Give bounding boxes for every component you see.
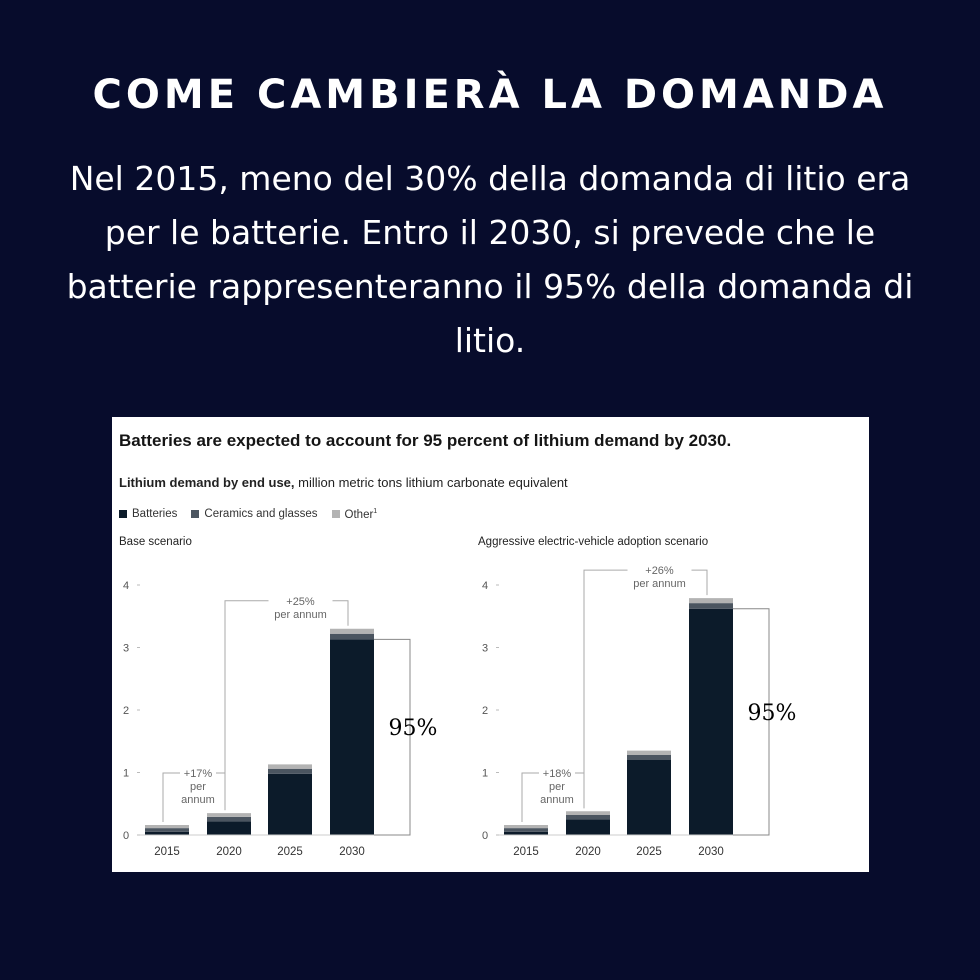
growth-label: per	[549, 781, 565, 793]
bar-other-2020	[566, 811, 610, 815]
legend-swatch	[119, 510, 127, 519]
growth-label: per annum	[633, 578, 686, 590]
legend-label: Batteries	[132, 508, 178, 521]
x-tick-label: 2030	[339, 846, 365, 858]
bar-ceramics-and-glasses-2020	[207, 816, 251, 822]
bar-batteries-2015	[504, 831, 548, 835]
growth-label: annum	[540, 794, 574, 806]
growth-label: +25%	[286, 596, 315, 608]
x-tick-label: 2015	[154, 846, 180, 858]
bar-ceramics-and-glasses-2025	[627, 755, 671, 760]
x-tick-label: 2025	[277, 846, 303, 858]
bar-other-2015	[504, 825, 548, 829]
bar-other-2030	[330, 628, 374, 634]
y-tick-label: 4	[123, 580, 129, 592]
x-tick-label: 2030	[698, 846, 724, 858]
bar-batteries-2015	[145, 831, 189, 835]
x-tick-label: 2015	[513, 846, 539, 858]
bar-ceramics-and-glasses-2030	[689, 603, 733, 609]
intro-text: Nel 2015, meno del 30% della domanda di …	[66, 159, 914, 360]
y-tick-label: 2	[482, 705, 488, 717]
x-tick-label: 2020	[216, 846, 242, 858]
y-tick-label: 3	[482, 643, 488, 655]
annotation-mask	[539, 765, 575, 809]
share-bracket	[733, 608, 770, 836]
legend-item-other: Other1	[331, 508, 378, 521]
y-tick-label: 1	[482, 768, 488, 780]
bar-other-2015	[145, 825, 189, 829]
annotation-mask	[268, 590, 333, 621]
y-tick-label: 4	[482, 580, 488, 592]
bar-batteries-2020	[207, 821, 251, 835]
bar-ceramics-and-glasses-2030	[330, 633, 374, 640]
bar-batteries-2025	[268, 773, 312, 835]
bar-ceramics-and-glasses-2020	[566, 815, 610, 820]
y-tick-label: 0	[482, 830, 488, 842]
growth-label: +26%	[645, 565, 674, 577]
y-tick-label: 3	[123, 643, 129, 655]
legend-label: Ceramics and glasses	[204, 508, 318, 521]
growth-label: +17%	[184, 768, 213, 780]
legend: Batteries Ceramics and glasses Other1	[119, 508, 377, 521]
y-tick-label: 1	[123, 768, 129, 780]
legend-swatch	[191, 510, 200, 519]
bar-batteries-2030	[689, 608, 733, 835]
chart-card-title: Batteries are expected to account for 95…	[119, 431, 732, 450]
share-label: 95%	[389, 716, 438, 741]
legend-label: Other1	[344, 508, 378, 521]
bar-ceramics-and-glasses-2015	[504, 828, 548, 832]
legend-item-ceramics: Ceramics and glasses	[191, 508, 318, 521]
panel-title-aggressive: Aggressive electric-vehicle adoption sce…	[478, 536, 709, 548]
panel-title-base: Base scenario	[119, 536, 192, 548]
share-bracket	[374, 638, 411, 836]
growth-label: +18%	[543, 768, 572, 780]
growth-label: per	[190, 781, 206, 793]
bar-other-2025	[268, 764, 312, 769]
legend-swatch	[331, 510, 340, 519]
subtitle-rest: million metric tons lithium carbonate eq…	[294, 475, 568, 490]
x-tick-label: 2020	[575, 846, 601, 858]
growth-label: per annum	[274, 609, 327, 621]
bar-batteries-2020	[566, 819, 610, 835]
bar-other-2030	[689, 598, 733, 604]
bar-batteries-2025	[627, 760, 671, 835]
bar-other-2025	[627, 750, 671, 755]
bar-other-2020	[207, 813, 251, 817]
y-tick-label: 2	[123, 705, 129, 717]
x-tick-label: 2025	[636, 846, 662, 858]
annotation-mask	[180, 765, 216, 809]
growth-label: annum	[181, 794, 215, 806]
bar-batteries-2030	[330, 639, 374, 835]
share-label: 95%	[748, 701, 797, 726]
bar-ceramics-and-glasses-2015	[145, 828, 189, 832]
chart-card-subtitle: Lithium demand by end use, million metri…	[119, 475, 568, 490]
annotation-mask	[627, 560, 692, 591]
bar-ceramics-and-glasses-2025	[268, 768, 312, 774]
headline: COME CAMBIERÀ LA DOMANDA	[92, 72, 888, 118]
y-tick-label: 0	[123, 830, 129, 842]
legend-item-batteries: Batteries	[119, 508, 177, 521]
chart-card: Batteries are expected to account for 95…	[112, 417, 869, 872]
subtitle-bold: Lithium demand by end use,	[119, 475, 295, 490]
